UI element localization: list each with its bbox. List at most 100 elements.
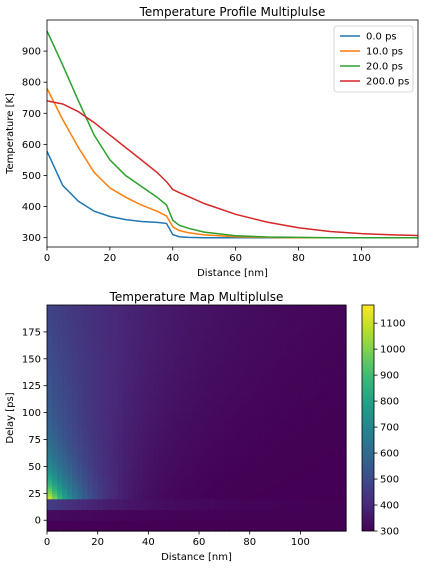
heatmap-cell — [290, 380, 296, 384]
heatmap-cell — [168, 420, 175, 424]
heatmap-cell — [269, 423, 276, 427]
heatmap-cell — [300, 493, 307, 497]
heatmap-cell — [87, 329, 94, 333]
heatmap-cell — [148, 361, 155, 365]
heatmap-cell — [264, 514, 271, 519]
heatmap-cell — [163, 431, 170, 435]
heatmap-cell — [102, 477, 109, 481]
heatmap-cell — [300, 455, 307, 459]
heatmap-cell — [224, 356, 231, 360]
heatmap-cell — [128, 444, 134, 449]
heatmap-cell — [188, 329, 195, 333]
heatmap-cell — [77, 439, 84, 443]
heatmap-cell — [158, 514, 165, 519]
heatmap-cell — [67, 396, 73, 400]
heatmap-cell — [239, 498, 246, 502]
heatmap-cell — [320, 396, 327, 400]
heatmap-cell — [62, 391, 68, 395]
heatmap-cell — [123, 412, 129, 416]
heatmap-cell — [97, 339, 104, 344]
heatmap-cell — [173, 509, 180, 513]
heatmap-cell — [107, 420, 114, 424]
heatmap-cell — [188, 520, 195, 524]
heatmap-cell — [57, 458, 63, 462]
heatmap-cell — [148, 461, 155, 465]
heatmap-cell — [193, 409, 200, 414]
heatmap-cell — [72, 356, 79, 360]
heatmap-cell — [295, 345, 301, 349]
heatmap-cell — [92, 321, 99, 325]
heatmap-cell — [254, 485, 261, 489]
heatmap-cell — [163, 522, 170, 527]
heatmap-cell — [72, 479, 79, 484]
heatmap-cell — [244, 428, 251, 433]
heatmap-cell — [52, 315, 58, 320]
heatmap-cell — [285, 474, 291, 478]
heatmap-cell — [188, 501, 195, 505]
heatmap-cell — [229, 401, 236, 406]
heatmap-cell — [239, 353, 246, 357]
heatmap-cell — [77, 463, 84, 468]
heatmap-cell — [244, 323, 251, 328]
heatmap-cell — [254, 498, 261, 502]
heatmap-cell — [209, 514, 215, 519]
heatmap-cell — [178, 506, 185, 511]
heatmap-cell — [254, 331, 261, 336]
heatmap-cell — [168, 444, 175, 449]
heatmap-cell — [52, 404, 58, 408]
heatmap-cell — [82, 329, 89, 333]
heatmap-cell — [163, 474, 170, 478]
heatmap-cell — [107, 522, 114, 527]
heatmap-cell — [300, 442, 307, 446]
heatmap-cell — [285, 420, 291, 424]
heatmap-cell — [193, 391, 200, 395]
heatmap-cell — [275, 487, 281, 492]
heatmap-cell — [77, 423, 84, 427]
heatmap-cell — [123, 423, 129, 427]
heatmap-cell — [209, 388, 215, 392]
heatmap-cell — [138, 474, 144, 478]
heatmap-cell — [229, 512, 236, 516]
heatmap-cell — [249, 377, 256, 381]
heatmap-cell — [264, 525, 271, 529]
heatmap-cell — [275, 447, 281, 451]
heatmap-cell — [163, 310, 170, 314]
heatmap-cell — [133, 366, 139, 371]
heatmap-cell — [77, 436, 84, 441]
heatmap-cell — [183, 442, 190, 446]
heatmap-cell — [285, 342, 291, 346]
heatmap-cell — [244, 431, 251, 435]
heatmap-cell — [178, 321, 185, 325]
heatmap-cell — [340, 436, 347, 441]
heatmap-cell — [275, 385, 281, 389]
heatmap-cell — [224, 469, 231, 473]
heatmap-cell — [82, 431, 89, 435]
heatmap-cell — [128, 493, 134, 497]
heatmap-cell — [214, 463, 220, 468]
heatmap-cell — [305, 331, 312, 336]
heatmap-cell — [259, 321, 266, 325]
heatmap-cell — [275, 455, 281, 459]
heatmap-cell — [199, 439, 205, 443]
heatmap-cell — [193, 477, 200, 481]
heatmap-cell — [183, 469, 190, 473]
heatmap-cell — [102, 310, 109, 314]
heatmap-cell — [148, 482, 155, 486]
heatmap-cell — [269, 383, 276, 387]
heatmap-cell — [47, 399, 53, 403]
heatmap-cell — [249, 326, 256, 330]
heatmap-cell — [269, 361, 276, 365]
heatmap-cell — [67, 399, 73, 403]
heatmap-cell — [264, 356, 271, 360]
heatmap-cell — [183, 450, 190, 454]
heatmap-cell — [264, 305, 271, 309]
heatmap-cell — [102, 323, 109, 328]
heatmap-cell — [92, 315, 99, 320]
heatmap-cell — [219, 350, 225, 355]
heatmap-cell — [234, 345, 241, 349]
heatmap-cell — [128, 385, 134, 389]
heatmap-cell — [229, 318, 236, 322]
heatmap-cell — [300, 496, 307, 500]
heatmap-cell — [57, 525, 63, 529]
heatmap-cell — [138, 444, 144, 449]
